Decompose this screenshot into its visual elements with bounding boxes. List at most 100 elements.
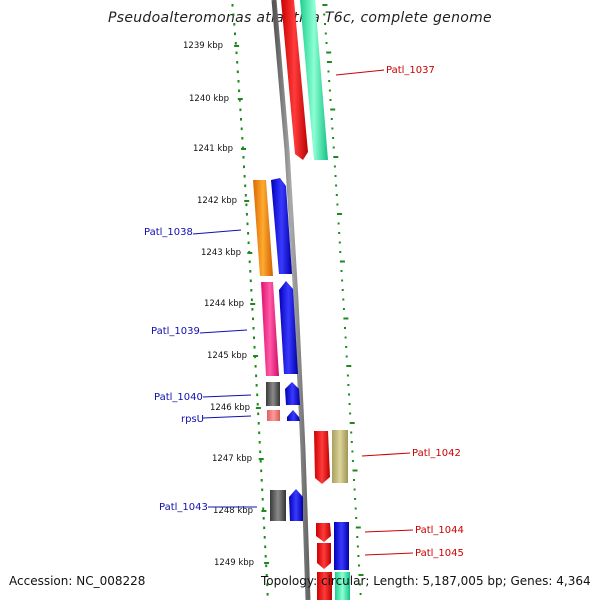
gene-label-patl-1045[interactable]: Patl_1045 xyxy=(415,548,464,559)
guide-dot-right xyxy=(324,23,326,25)
guide-dot-right xyxy=(350,441,353,443)
gene-label-patl-1040[interactable]: Patl_1040 xyxy=(154,392,203,403)
guide-dot-left xyxy=(266,593,269,596)
guide-dot-left xyxy=(249,270,252,273)
guide-dot-right xyxy=(354,498,357,500)
feature-blue-rpsu xyxy=(287,410,300,421)
guide-dot-right xyxy=(356,545,359,548)
guide-dot-right xyxy=(331,127,334,130)
scale-label-1246: 1246 kbp xyxy=(210,403,250,413)
scale-tick xyxy=(247,252,253,254)
guide-dot-right xyxy=(353,479,355,481)
guide-dot-left xyxy=(232,13,235,17)
guide-dot-right xyxy=(332,137,335,139)
guide-dot-left xyxy=(234,42,237,45)
gene-label-patl-1039[interactable]: Patl_1039 xyxy=(151,326,200,337)
guide-dot-left xyxy=(242,156,245,159)
guide-dot-right xyxy=(343,317,349,320)
guide-dot-left xyxy=(233,23,236,26)
guide-dot-left xyxy=(264,545,267,549)
scale-label-1244: 1244 kbp xyxy=(204,299,244,309)
guide-dot-left xyxy=(236,70,239,74)
scale-label-1249: 1249 kbp xyxy=(214,558,254,568)
guide-dot-left xyxy=(235,51,238,55)
guide-dot-right xyxy=(327,70,330,73)
feature-blue-1044 xyxy=(334,522,349,570)
scale-tick xyxy=(234,45,240,47)
guide-dot-left xyxy=(250,289,253,292)
guide-dot-left xyxy=(266,583,269,587)
guide-dot-right xyxy=(324,32,327,35)
feature-dark-1043 xyxy=(270,490,286,521)
dotted-guide-tracks xyxy=(231,4,364,596)
gene-label-patl-1043[interactable]: Patl_1043 xyxy=(159,502,208,513)
guide-dot-left xyxy=(263,536,266,539)
guide-dot-right xyxy=(352,469,358,472)
guide-dot-left xyxy=(257,412,260,416)
guide-dot-right xyxy=(355,526,361,529)
guide-dot-right xyxy=(344,327,346,329)
scale-tick xyxy=(241,148,246,150)
scale-label-1241: 1241 kbp xyxy=(193,144,233,154)
gene-label-patl-1042[interactable]: Patl_1042 xyxy=(412,448,461,459)
feature-dark-1040 xyxy=(266,382,280,406)
guide-dot-right xyxy=(340,270,343,272)
guide-dot-right xyxy=(349,412,352,415)
guide-dot-left xyxy=(249,279,252,283)
guide-dot-right xyxy=(332,146,335,149)
guide-dot-right xyxy=(322,4,328,6)
gene-label-rpsu[interactable]: rpsU xyxy=(181,414,204,425)
guide-dot-left xyxy=(261,488,264,492)
guide-dot-right xyxy=(348,393,350,396)
guide-dot-right xyxy=(351,460,354,462)
guide-dot-left xyxy=(252,327,255,330)
guide-dot-left xyxy=(259,450,262,454)
feature-red-bottom xyxy=(317,572,332,600)
guide-dot-right xyxy=(330,118,333,120)
feature-pink xyxy=(261,282,279,376)
guide-dot-left xyxy=(258,441,261,444)
guide-dot-left xyxy=(264,555,267,558)
feature-mint-top xyxy=(300,0,328,160)
guide-dot-right xyxy=(351,450,354,453)
guide-dot-right xyxy=(341,279,344,282)
guide-dot-left xyxy=(241,146,244,150)
gene-label-patl-1037[interactable]: Patl_1037 xyxy=(386,65,435,76)
guide-dot-left xyxy=(255,374,258,378)
feature-blue-1039 xyxy=(279,281,298,374)
guide-dot-right xyxy=(354,507,357,510)
scale-tick xyxy=(250,303,256,305)
guide-dot-right xyxy=(337,213,342,215)
guide-dot-left xyxy=(245,203,248,207)
scale-label-1247: 1247 kbp xyxy=(212,454,252,464)
guide-dot-right xyxy=(326,61,332,63)
guide-dot-right xyxy=(338,232,341,234)
feature-orange xyxy=(253,180,273,276)
guide-dot-left xyxy=(256,393,259,397)
guide-dot-left xyxy=(238,99,241,102)
guide-dot-left xyxy=(243,165,245,169)
gene-label-patl-1044[interactable]: Patl_1044 xyxy=(415,525,464,536)
genome-backbone xyxy=(271,0,311,600)
guide-dot-left xyxy=(246,222,249,226)
genome-title: Pseudoalteromonas atlantica T6c, complet… xyxy=(108,10,492,26)
guide-dot-left xyxy=(263,526,266,530)
guide-dot-right xyxy=(328,89,331,92)
scale-label-1239: 1239 kbp xyxy=(183,41,223,51)
guide-dot-right xyxy=(347,384,350,386)
accession-text: Accession: NC_008228 xyxy=(9,574,146,588)
feature-blue-1040 xyxy=(285,382,300,405)
guide-dot-right xyxy=(355,517,358,519)
guide-dot-right xyxy=(346,374,349,377)
guide-dot-left xyxy=(265,574,268,577)
guide-dot-left xyxy=(241,137,244,140)
guide-dot-left xyxy=(239,108,242,112)
scale-tick xyxy=(237,98,243,100)
guide-dot-right xyxy=(325,42,328,44)
scale-tick xyxy=(255,407,261,409)
guide-dot-right xyxy=(337,222,340,225)
guide-dot-right xyxy=(339,251,342,253)
guide-dot-right xyxy=(338,241,341,244)
gene-label-patl-1038[interactable]: Patl_1038 xyxy=(144,227,193,238)
guide-dot-left xyxy=(244,194,247,197)
